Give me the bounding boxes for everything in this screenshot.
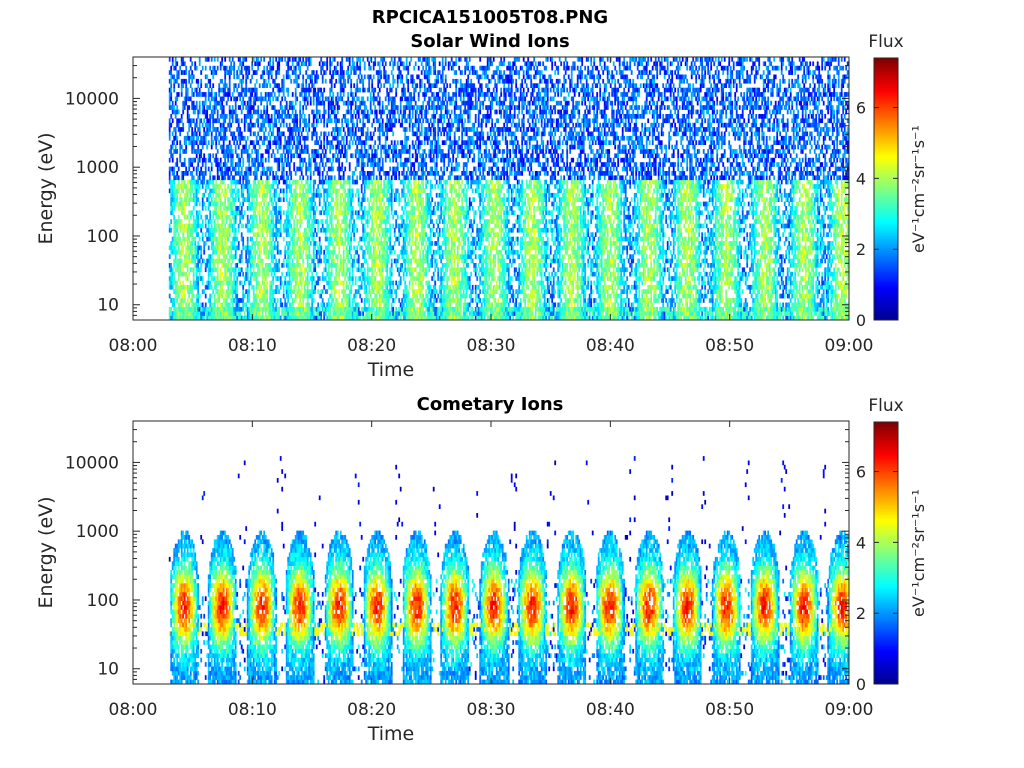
colorbar: 0 2 4 6 Flux eV⁻¹cm⁻²sr⁻¹s⁻¹ [856,396,928,694]
solar-wind-panel: 08:00 08:10 08:20 08:30 08:40 08:50 09:00 Time 1… [35,32,928,381]
colorbar-label: eV⁻¹cm⁻²sr⁻¹s⁻¹ [909,489,928,617]
x-tick-label: 08:50 [705,336,754,356]
chart-title-cometary: Cometary Ions [0,395,980,415]
x-tick-label: 08:00 [109,700,158,720]
x-tick-label: 08:30 [467,336,516,356]
colorbar-tick-label: 4 [856,533,866,552]
x-tick-label: 08:10 [228,336,277,356]
y-tick-label: 1000 [76,522,119,542]
y-tick-label: 10 [97,296,119,316]
heatmap-cells [168,456,849,685]
y-tick-label: 100 [87,227,119,247]
colorbar-tick-label: 0 [856,311,866,330]
figure-title: RPCICA151005T08.PNG [0,8,980,28]
x-axis-label: Time [367,723,415,745]
colorbar-title: Flux [868,396,903,416]
colorbar-label: eV⁻¹cm⁻²sr⁻¹s⁻¹ [909,125,928,253]
x-tick-label: 08:20 [347,336,396,356]
colorbar: 0 2 4 6 Flux eV⁻¹cm⁻²sr⁻¹s⁻¹ [856,32,928,330]
colorbar-tick-label: 4 [856,169,866,188]
colorbar-tick-label: 6 [856,99,866,118]
y-tick-label: 10 [97,660,119,680]
x-tick-label: 09:00 [825,700,874,720]
y-axis-label: Energy (eV) [35,496,57,608]
colorbar-tick-label: 2 [856,240,866,259]
chart-title-solar-wind: Solar Wind Ions [0,32,980,52]
y-tick-label: 10000 [65,453,119,473]
y-tick-label: 1000 [76,158,119,178]
y-tick-label: 100 [87,591,119,611]
y-axis-label: Energy (eV) [35,132,57,244]
x-tick-label: 08:50 [705,700,754,720]
colorbar-title: Flux [868,32,903,52]
x-tick-label: 09:00 [825,336,874,356]
x-tick-label: 08:30 [467,700,516,720]
x-tick-label: 08:40 [586,336,635,356]
colorbar-tick-label: 6 [856,463,866,482]
colorbar-tick-label: 2 [856,604,866,623]
x-axis-label: Time [367,359,415,381]
y-tick-label: 10000 [65,89,119,109]
cometary-panel: 08:00 08:10 08:20 08:30 08:40 08:50 09:00 Time 1… [35,396,928,745]
colorbar-tick-label: 0 [856,675,866,694]
x-tick-label: 08:00 [109,336,158,356]
heatmap-cells [168,57,849,321]
x-tick-label: 08:20 [347,700,396,720]
x-tick-label: 08:10 [228,700,277,720]
x-tick-label: 08:40 [586,700,635,720]
